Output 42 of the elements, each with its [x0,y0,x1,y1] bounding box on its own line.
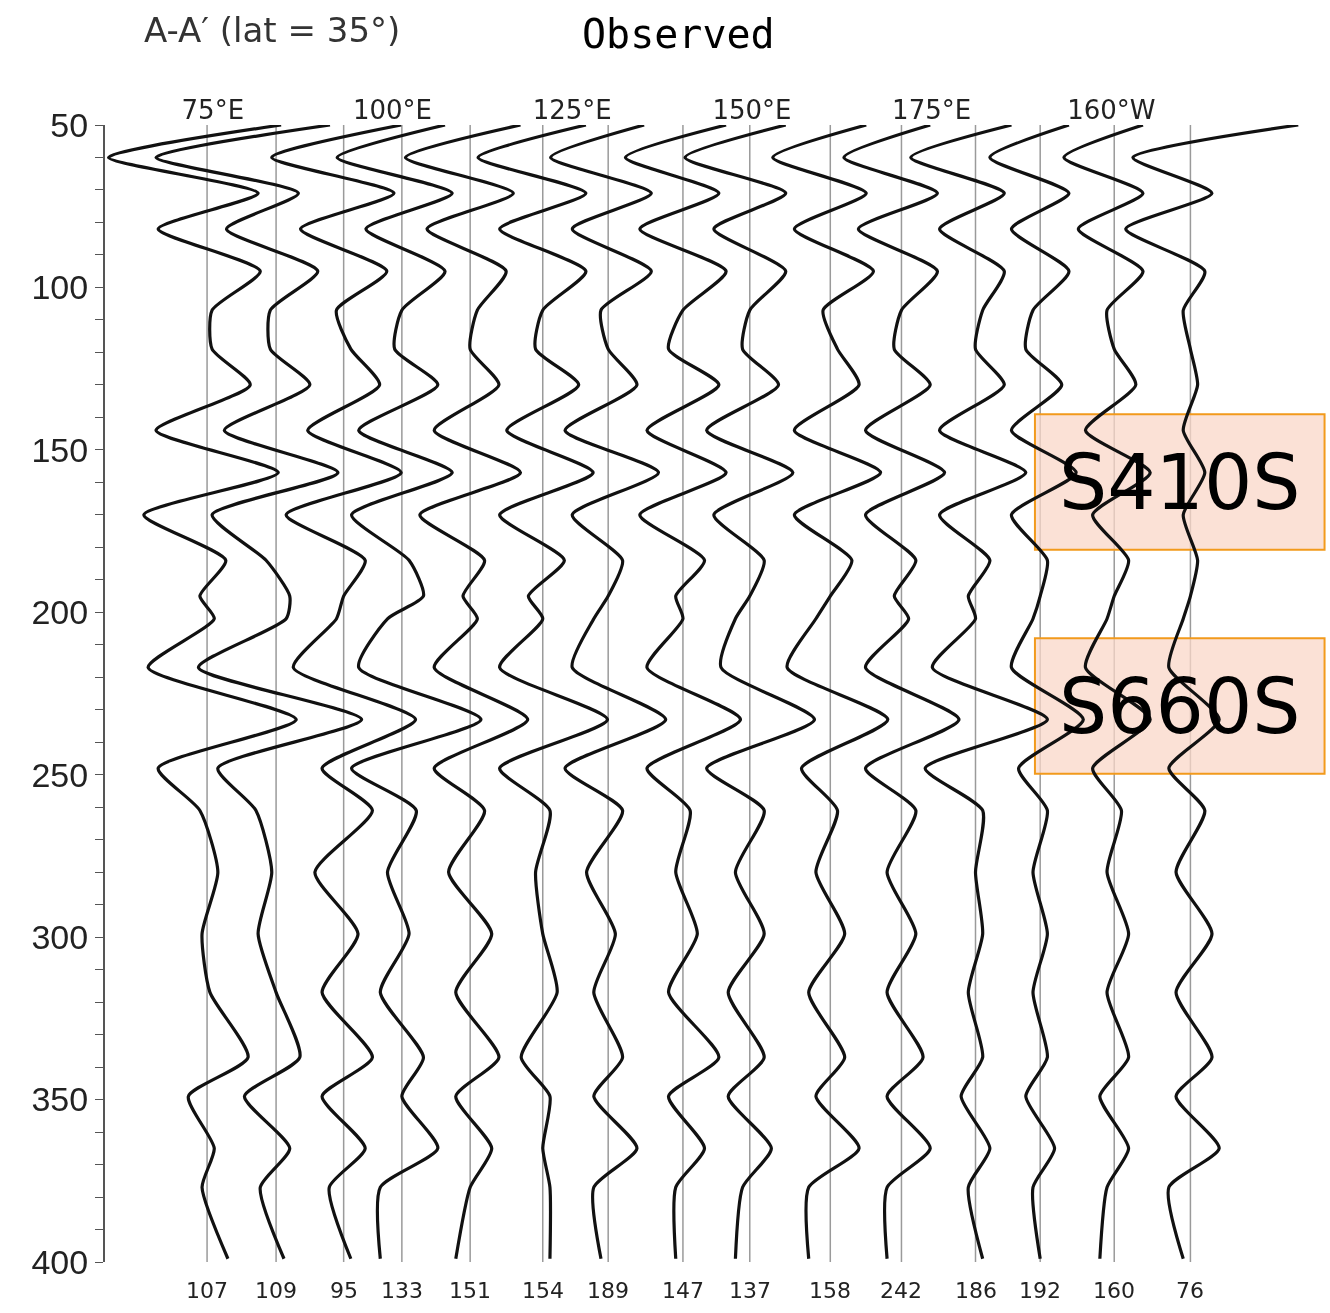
x-tick-label: 100°E [353,94,433,125]
chart-title: Observed [581,10,775,57]
y-tick-label: 400 [31,1242,89,1281]
series-label: 154 [522,1278,564,1303]
series-label: 158 [809,1278,851,1303]
x-tick-label: 75°E [181,94,245,125]
series-label: 186 [955,1278,997,1303]
y-tick-label: 50 [50,105,89,144]
line-series [623,125,743,1261]
x-tick-label: 160°W [1067,94,1156,125]
series-label: 192 [1019,1278,1061,1303]
line-series [842,125,961,1261]
y-tick-label: 250 [31,755,89,794]
series-label: 189 [587,1278,629,1303]
line-series [335,125,483,1261]
line-series [476,125,610,1261]
series-label: 151 [449,1278,491,1303]
y-tick-label: 200 [31,593,89,632]
y-tick-label: 100 [31,268,89,307]
y-tick-label: 350 [31,1080,89,1119]
series-label: 137 [729,1278,771,1303]
line-series [683,125,817,1261]
chart-subtitle: A-A′ (lat = 35°) [144,10,401,50]
line-series [909,125,1049,1261]
x-tick-label: 175°E [892,94,972,125]
line-series [270,125,418,1261]
series-label: 133 [381,1278,423,1303]
series-label: 147 [662,1278,704,1303]
series-label: 109 [255,1278,297,1303]
line-series [771,125,890,1261]
series-label: 107 [186,1278,228,1303]
series-label: 160 [1093,1278,1135,1303]
line-series [549,125,668,1261]
x-tick-label: 125°E [532,94,612,125]
series-label: 242 [880,1278,922,1303]
series-label: 76 [1176,1278,1204,1303]
y-tick-label: 150 [31,430,89,469]
line-series [154,125,364,1261]
x-tick-label: 150°E [712,94,792,125]
series-label: 95 [330,1278,358,1303]
y-tick-label: 300 [31,918,89,957]
line-series [403,125,530,1261]
